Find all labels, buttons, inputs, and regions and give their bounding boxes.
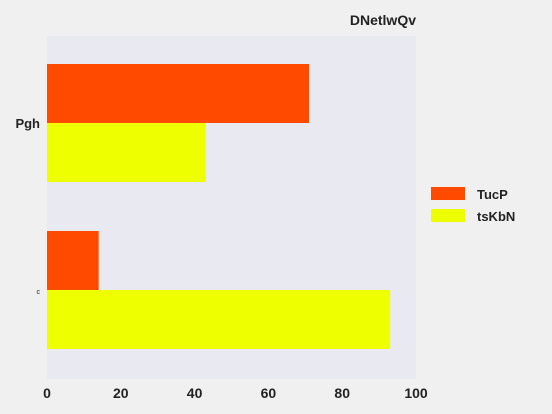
bar-tsKbN-c: [47, 290, 391, 349]
x-tick-label: 80: [334, 385, 350, 401]
legend-label-tsKbN: tsKbN: [477, 209, 515, 224]
bar-tsKbN-Pgh: [47, 123, 206, 182]
bar-TucP-Pgh: [47, 64, 309, 123]
x-tick-label: 0: [43, 385, 51, 401]
x-tick-label: 40: [187, 385, 203, 401]
y-tick-label: Pgh: [15, 116, 40, 131]
x-tick-label: 60: [261, 385, 277, 401]
legend: TucP tsKbN: [431, 187, 515, 224]
y-axis-labels: Pgh c: [15, 116, 40, 296]
y-tick-label: c: [37, 289, 41, 296]
x-tick-label: 20: [113, 385, 129, 401]
legend-swatch-TucP: [431, 187, 465, 200]
x-tick-label: 100: [404, 385, 428, 401]
bars-group: [47, 64, 391, 349]
legend-label-TucP: TucP: [477, 187, 508, 202]
x-axis-ticks: 0 20 40 60 80 100: [43, 385, 428, 401]
chart-title: DNetlwQv: [350, 12, 416, 28]
bar-TucP-c: [47, 231, 99, 290]
legend-swatch-tsKbN: [431, 209, 465, 222]
